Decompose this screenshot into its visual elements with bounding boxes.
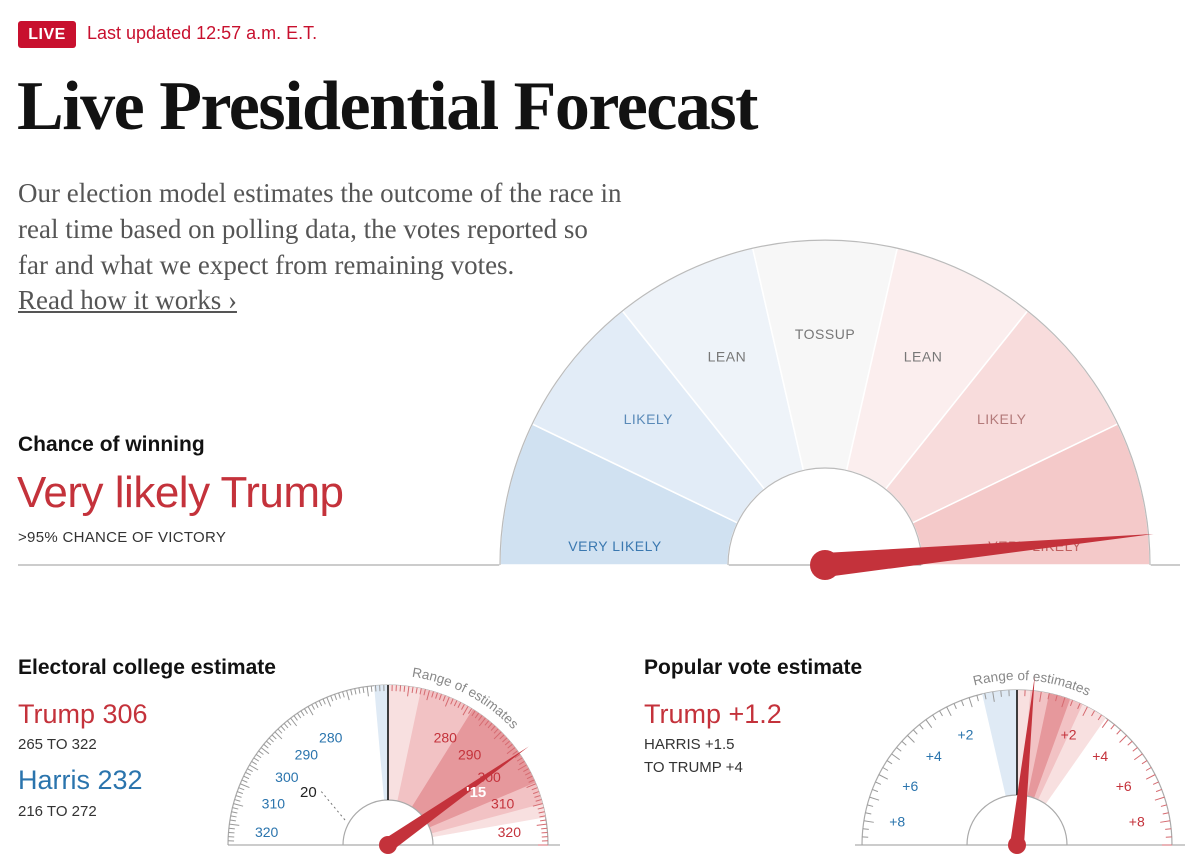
- chance-segment-label-6: LIKELY: [977, 411, 1027, 427]
- electoral-range-band-1: [374, 685, 388, 801]
- chance-needle: [810, 533, 1154, 580]
- electoral-trump-range: 265 TO 322: [18, 736, 97, 753]
- description-line-1: Our election model estimates the outcome…: [18, 178, 622, 208]
- popular-trump-estimate: Trump +1.2: [644, 699, 782, 729]
- electoral-trump-estimate: Trump 306: [18, 699, 148, 729]
- electoral-tick-left-3: 300: [275, 769, 299, 785]
- popular-needle-hub: [1008, 836, 1026, 854]
- last-updated-text: Last updated 12:57 a.m. E.T.: [87, 23, 318, 43]
- chance-verdict: Very likely Trump: [17, 468, 344, 517]
- chance-gauge-outline: [499, 239, 1151, 566]
- description: Our election model estimates the outcome…: [18, 175, 698, 283]
- chance-gauge-segments: VERY LIKELYLIKELYLEANTOSSUPLEANLIKELYVER…: [499, 239, 1151, 566]
- popular-range-band-4: [1027, 693, 1071, 799]
- page-title: Live Presidential Forecast: [17, 68, 758, 145]
- popular-tick-right-1: +2: [1061, 726, 1077, 742]
- electoral-marker-label-right: '15: [466, 784, 486, 801]
- chance-segment-label-3: LEAN: [708, 348, 747, 364]
- electoral-dotted-pointer: [319, 789, 346, 821]
- popular-tick-left-3: +6: [902, 778, 918, 794]
- popular-needle: [1010, 675, 1035, 846]
- chance-segment-label-2: LIKELY: [624, 411, 674, 427]
- electoral-tick-left-4: 310: [262, 795, 286, 811]
- chance-segment-label-1: VERY LIKELY: [568, 538, 662, 554]
- chance-heading: Chance of winning: [18, 433, 205, 456]
- popular-range-line-2: TO TRUMP +4: [644, 759, 743, 776]
- popular-tick-left-1: +2: [957, 726, 973, 742]
- live-badge: LIVE: [18, 21, 76, 48]
- read-how-it-works-link[interactable]: Read how it works ›: [18, 285, 237, 315]
- popular-range-band-1: [982, 690, 1017, 797]
- electoral-harris-range: 216 TO 272: [18, 803, 97, 820]
- electoral-tick-right-5: 320: [498, 824, 522, 840]
- chance-needle-hub: [810, 550, 840, 580]
- popular-tick-right-4: +8: [1129, 814, 1145, 830]
- popular-range-line-1: HARRIS +1.5: [644, 736, 735, 753]
- electoral-needle: [383, 746, 529, 851]
- electoral-tick-right-2: 290: [458, 746, 482, 762]
- electoral-heading: Electoral college estimate: [18, 656, 276, 679]
- description-line-3: far and what we expect from remaining vo…: [18, 250, 515, 280]
- electoral-needle-hub: [379, 836, 397, 854]
- electoral-tick-left-2: 290: [295, 746, 319, 762]
- description-line-2: real time based on polling data, the vot…: [18, 214, 588, 244]
- electoral-tick-left-5: 320: [255, 824, 279, 840]
- popular-tick-left-2: +4: [926, 748, 942, 764]
- popular-tick-right-3: +6: [1116, 778, 1132, 794]
- electoral-range-band-4: [411, 709, 536, 828]
- electoral-tick-marks: [228, 685, 548, 846]
- chance-subtext: >95% CHANCE OF VICTORY: [18, 529, 227, 546]
- chance-segment-label-4: TOSSUP: [795, 326, 855, 342]
- popular-heading: Popular vote estimate: [644, 656, 863, 679]
- chance-segment-label-5: LEAN: [904, 348, 943, 364]
- electoral-tick-right-1: 280: [434, 729, 458, 745]
- popular-tick-marks: [862, 690, 1172, 846]
- popular-tick-left-4: +8: [889, 814, 905, 830]
- chance-needle-pointer: [823, 533, 1154, 577]
- electoral-marker-label: 20: [300, 784, 317, 801]
- electoral-tick-left-1: 280: [319, 729, 343, 745]
- electoral-tick-right-4: 310: [491, 795, 515, 811]
- electoral-harris-estimate: Harris 232: [18, 765, 143, 795]
- popular-tick-right-2: +4: [1092, 748, 1108, 764]
